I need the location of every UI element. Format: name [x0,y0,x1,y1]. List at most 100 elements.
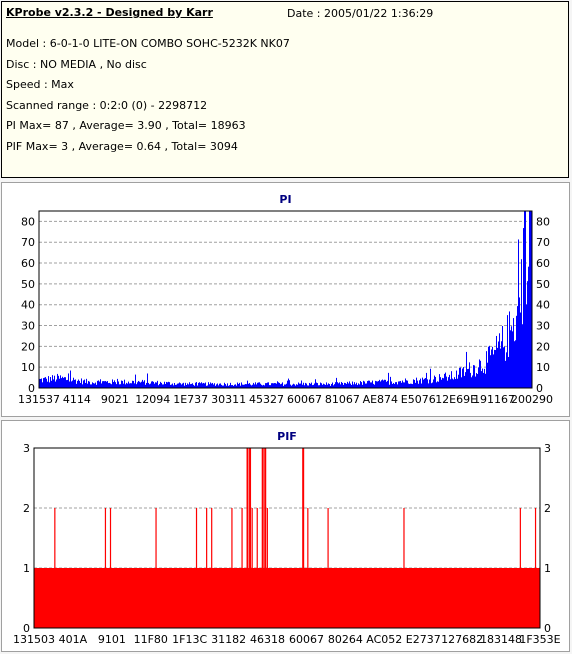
pif-spike-2 [104,508,107,568]
pi-bar [326,382,327,388]
y-tick-label-right: 80 [536,215,550,228]
y-tick-label-left: 50 [21,278,35,291]
pi-bar [254,384,255,388]
pi-bar [453,379,454,388]
pi-bar [242,384,243,388]
pi-bar [399,381,400,388]
pi-bar [497,347,498,388]
x-tick-label: 31182 [211,633,246,646]
pi-bar [385,379,386,388]
pi-bar [330,385,331,388]
pi-bar [470,372,471,388]
pi-bar [521,259,522,388]
pi-bar [210,382,211,388]
x-tick-label: 200290 [511,393,553,406]
pi-bar [74,379,75,388]
pi-bar [356,382,357,388]
pi-bar [63,377,64,388]
pi-bar [260,383,261,388]
pi-bar [420,378,421,388]
pif-spike-2 [155,508,157,568]
pi-bar [162,384,163,388]
pi-bar [423,379,424,388]
pi-bar [484,368,485,388]
pi-bar [376,381,377,388]
pif-spike-2 [195,508,198,568]
pi-bar [167,382,168,388]
pi-bar [251,385,252,388]
pi-bar [48,376,49,388]
pi-bar [256,384,257,388]
pif-spike-2 [231,508,233,568]
pi-bar [160,381,161,388]
pi-bar [83,380,84,388]
pi-bar [149,384,150,388]
pi-bar [481,371,482,388]
pi-bar [111,384,112,388]
pi-bar [507,315,508,388]
pi-bar [229,385,230,388]
pi-bar [444,373,445,388]
pi-bar [486,351,487,388]
pi-bar [400,380,401,388]
pi-bar [469,362,470,388]
pi-bar [62,376,63,388]
pi-bar [213,384,214,388]
pi-bar [70,370,71,388]
pif-chart: PIF 0 0 1 1 2 2 3 3 131503 401A 9101 11F80 1F13C 31182… [13,430,561,646]
pi-bar [44,377,45,388]
pi-bar [182,383,183,388]
pi-bar [178,383,179,388]
pi-bar [237,382,238,388]
pi-bar [452,378,453,388]
pi-bar [489,345,490,388]
pif-spike-2 [211,508,213,568]
pi-bar [127,383,128,388]
pi-bar [270,385,271,388]
pi-bar [425,378,426,388]
pi-bar [60,375,61,388]
x-tick-label: 131537 [18,393,60,406]
pi-bar [292,384,293,388]
pi-bar [421,383,422,388]
pi-bar [339,382,340,388]
pi-bar [255,382,256,388]
pif-spike-2 [534,508,537,568]
pi-bar [176,384,177,388]
x-tick-label: 183148 [480,633,522,646]
pi-bar [432,382,433,388]
pi-bar [454,377,455,388]
x-tick-label: 401A [59,633,88,646]
pi-bar [386,381,387,388]
pif-spike-3 [249,448,252,568]
pi-bar [82,384,83,388]
pi-bar [87,383,88,388]
pi-bar [468,368,469,388]
pi-bar [515,340,516,388]
pi-bar [308,385,309,388]
pi-bar [455,379,456,388]
pi-bar [132,380,133,388]
pi-bar [120,384,121,388]
pi-bar [252,384,253,388]
y-tick-label-left: 2 [23,502,30,515]
pi-bar [282,382,283,388]
pif-spike-2 [206,508,208,568]
pi-bar [46,378,47,388]
pi-bar [485,373,486,388]
pi-bar [207,385,208,388]
pi-bar [89,381,90,388]
pi-bar [66,380,67,388]
pi-bar [293,383,294,388]
pi-bar [246,384,247,388]
pi-bar [212,382,213,388]
pi-bar [478,367,479,388]
pi-bar [354,382,355,388]
pi-bar [519,297,520,388]
pi-bar [118,381,119,388]
pi-bar [475,376,476,388]
pi-bar [465,372,466,388]
pi-bar [104,381,105,388]
y-tick-label-left: 1 [23,562,30,575]
pi-bar [144,380,145,388]
